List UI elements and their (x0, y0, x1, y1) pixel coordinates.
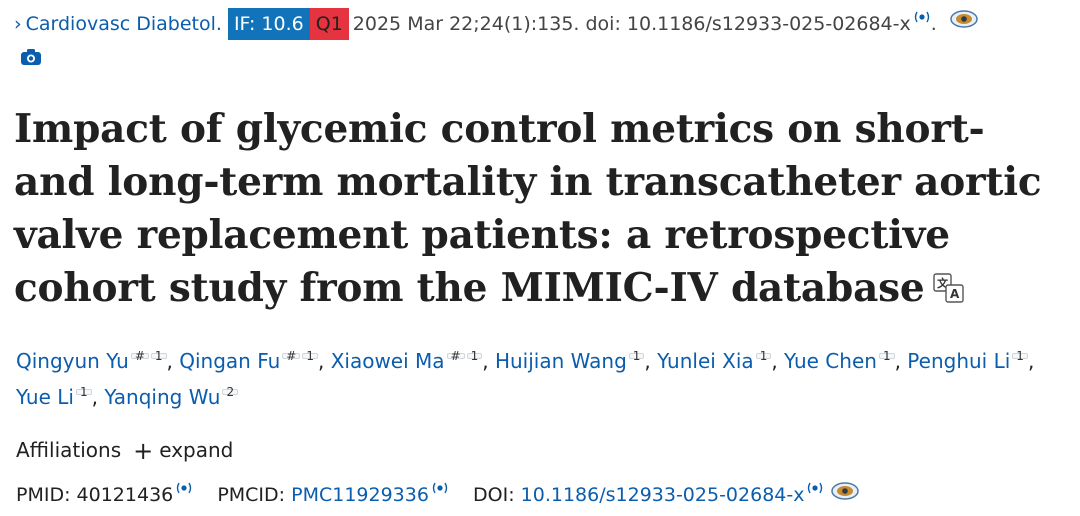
author-separator: , (482, 349, 495, 373)
author-item: Qingyun Yu #1 (16, 349, 167, 373)
author-item: Xiaowei Ma #1 (331, 349, 483, 373)
radio-icon[interactable] (806, 482, 824, 494)
author-link[interactable]: Qingan Fu (179, 349, 281, 373)
author-separator: , (1027, 349, 1035, 373)
radio-icon[interactable] (175, 482, 193, 494)
affiliation-number[interactable]: 1 (878, 350, 895, 362)
pmid-label: PMID: (16, 484, 71, 506)
author-separator: , (317, 349, 331, 373)
identifiers-row: PMID: 40121436 PMCID: PMC11929336 DOI: 1… (16, 480, 1076, 511)
article-title-text: Impact of glycemic control metrics on sh… (14, 106, 1042, 311)
author-item: Yanqing Wu 2 (104, 385, 239, 409)
affiliation-number[interactable]: 1 (150, 350, 167, 362)
impact-factor-badge: IF: 10.6 (227, 8, 310, 40)
affiliations-label: Affiliations (16, 438, 122, 462)
citation-line: › Cardiovasc Diabetol. IF: 10.6 Q1 2025 Mar … (14, 8, 1074, 40)
author-separator: , (91, 385, 105, 409)
author-link[interactable]: Qingyun Yu (16, 349, 129, 373)
equal-contribution-mark[interactable]: # (130, 350, 149, 362)
expand-label: expand (159, 438, 234, 462)
camera-icon[interactable] (20, 47, 42, 71)
affiliation-number[interactable]: 1 (466, 350, 483, 362)
authors-list: Qingyun Yu #1, Qingan Fu #1, Xiaowei Ma #1,… (16, 343, 1066, 415)
quartile-badge: Q1 (309, 8, 349, 40)
citation-doi: doi: 10.1186/s12933-025-02684-x (585, 13, 911, 35)
author-separator: , (644, 349, 658, 373)
author-link[interactable]: Huijian Wang (494, 349, 627, 373)
eye-icon[interactable] (949, 8, 979, 39)
citation-end: . (930, 13, 937, 35)
affiliation-number[interactable]: 1 (302, 350, 318, 362)
doi-link[interactable]: 10.1186/s12933-025-02684-x (520, 484, 805, 506)
affiliations-row: Affiliations + expand (16, 435, 233, 466)
citation-date: 2025 Mar 22;24(1):135. (352, 13, 580, 35)
equal-contribution-mark[interactable]: # (282, 350, 301, 362)
chevron-right-icon[interactable]: › (14, 13, 22, 35)
plus-icon: + (133, 437, 154, 465)
affiliations-expand-button[interactable]: + expand (133, 437, 234, 465)
eye-icon[interactable] (830, 480, 860, 511)
author-separator: , (771, 349, 785, 373)
author-link[interactable]: Xiaowei Ma (330, 349, 445, 373)
affiliation-number[interactable]: 1 (75, 386, 92, 398)
author-link[interactable]: Yue Li (16, 385, 74, 409)
doi-group: DOI: 10.1186/s12933-025-02684-x (473, 482, 860, 506)
author-item: Yunlei Xia 1 (657, 349, 772, 373)
pmcid-link[interactable]: PMC11929336 (291, 484, 429, 506)
pmcid-label: PMCID: (217, 484, 286, 506)
author-item: Yue Chen 1 (784, 349, 895, 373)
equal-contribution-mark[interactable]: # (446, 350, 465, 362)
author-link[interactable]: Yue Chen (784, 349, 877, 373)
author-separator: , (894, 349, 908, 373)
article-title: Impact of glycemic control metrics on sh… (14, 103, 1074, 318)
affiliation-number[interactable]: 1 (1012, 350, 1028, 362)
author-link[interactable]: Yanqing Wu (104, 385, 221, 409)
pmcid-group: PMCID: PMC11929336 (217, 482, 449, 506)
author-item: Yue Li 1 (16, 385, 92, 409)
affiliation-number[interactable]: 2 (222, 386, 239, 398)
author-item: Huijian Wang 1 (494, 349, 645, 373)
affiliation-number[interactable]: 1 (628, 350, 645, 362)
author-item: Penghui Li 1 (907, 349, 1028, 373)
author-separator: , (166, 349, 180, 373)
affiliation-number[interactable]: 1 (755, 350, 772, 362)
pmid-value: 40121436 (76, 484, 174, 506)
author-link[interactable]: Yunlei Xia (657, 349, 754, 373)
radio-icon[interactable] (431, 482, 449, 494)
radio-icon[interactable] (913, 11, 931, 23)
doi-label: DOI: (473, 484, 515, 506)
svg-text:A: A (949, 287, 959, 301)
journal-link[interactable]: Cardiovasc Diabetol. (25, 13, 222, 35)
author-link[interactable]: Penghui Li (907, 349, 1011, 373)
author-item: Qingan Fu #1 (179, 349, 318, 373)
pmid-group: PMID: 40121436 (16, 482, 193, 506)
